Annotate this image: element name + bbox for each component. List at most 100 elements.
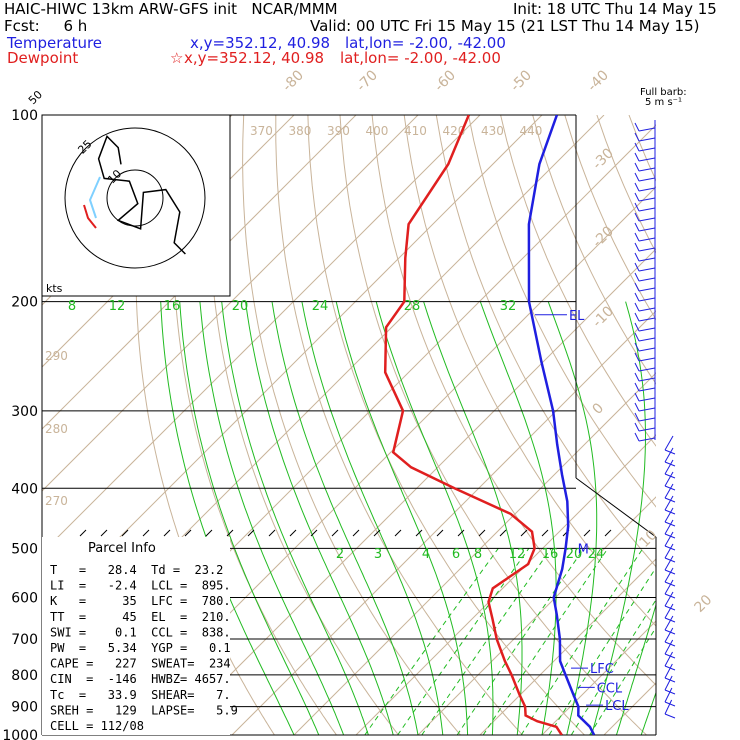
wind-barb-flag	[634, 142, 640, 152]
theta-label: 400	[366, 124, 389, 138]
wind-barb-flag	[634, 302, 640, 312]
wind-barb	[638, 437, 656, 442]
wind-barb-flag	[634, 122, 640, 132]
wind-barb	[664, 435, 674, 451]
isotherm-label: -70	[354, 67, 381, 94]
theta-label: 370	[250, 124, 273, 138]
wind-barb	[664, 579, 674, 595]
wind-barb-flag	[664, 593, 676, 599]
wind-barb-flag	[634, 212, 640, 222]
wind-barb	[638, 337, 656, 342]
pressure-label: 500	[11, 541, 38, 557]
parcel-info-row: CIN = -146 HWBZ= 4657.	[50, 672, 231, 686]
isotherm-label: -60	[432, 67, 459, 94]
pressure-label: 800	[11, 668, 38, 684]
hatch-mark	[499, 529, 507, 537]
dry-adiabat-line	[532, 115, 656, 385]
wind-barb-flag	[664, 461, 676, 467]
wind-barb-flag	[634, 312, 640, 322]
wind-barb	[638, 177, 656, 182]
wind-barb-flag	[664, 473, 676, 479]
wind-barb-flag	[634, 252, 640, 262]
pressure-label: 900	[11, 700, 38, 716]
wind-barb-flag	[634, 272, 640, 282]
wind-barb-flag	[664, 557, 676, 563]
isotherm-label: -40	[585, 67, 612, 94]
dry-adiabat-line	[468, 115, 656, 508]
hatch-mark	[142, 529, 150, 537]
temperature-xy: x,y=352.12, 40.98	[190, 34, 331, 52]
hatch-mark	[436, 529, 444, 537]
hatch-mark	[100, 529, 108, 537]
pressure-label: 600	[11, 590, 38, 606]
dewpoint-latlon: lat,lon= -2.00, -42.00	[340, 49, 501, 67]
wind-barb-flag	[634, 232, 640, 242]
wind-barb	[638, 417, 656, 422]
parcel-info-row: PW = 5.34 YGP = 0.1	[50, 641, 231, 655]
isotherm-line	[541, 620, 656, 735]
wind-barb-flag	[634, 372, 640, 382]
wind-barb	[638, 317, 656, 322]
hatch-mark	[415, 529, 423, 537]
wind-barb	[638, 147, 656, 152]
parcel-info-row: CAPE = 227 SWEAT= 234	[50, 657, 231, 671]
dry-adiabat-line	[661, 115, 740, 735]
dewpoint-star-icon: ☆	[170, 49, 184, 67]
wind-barb	[638, 387, 656, 392]
wind-barb	[638, 427, 656, 432]
mixing-ratio-label: 24	[588, 547, 605, 562]
wind-barb	[664, 471, 674, 487]
wind-barb	[638, 217, 656, 222]
wind-barb	[638, 127, 656, 132]
wind-barb-flag	[634, 152, 640, 162]
isotherm-label: -50	[508, 67, 535, 94]
hatch-mark	[541, 529, 549, 537]
isotherm-label: 20	[692, 592, 716, 616]
theta-side-label: 270	[45, 494, 68, 508]
wind-barb	[638, 137, 656, 142]
wind-barb	[664, 687, 673, 703]
isotherm-line	[666, 115, 740, 735]
dry-adiabat-line	[207, 115, 399, 735]
wind-barb-flag	[634, 172, 640, 182]
wind-barb-flag	[634, 322, 640, 332]
wind-barb	[638, 157, 656, 162]
wind-barb	[664, 483, 674, 499]
isotherm-line	[42, 115, 543, 616]
wind-barb	[664, 699, 673, 715]
parcel-info-row: T = 28.4 Td = 23.2	[50, 563, 223, 577]
hatch-mark	[310, 529, 318, 537]
hatch-mark	[205, 529, 213, 537]
wind-barb	[664, 519, 674, 535]
wind-barb-flag	[634, 292, 640, 302]
wind-barb	[638, 287, 656, 292]
parcel-info-row: K = 35 LFC = 780.	[50, 594, 231, 608]
level-label-lfc: LFC	[590, 662, 614, 677]
hatch-mark	[331, 529, 339, 537]
wind-barb	[638, 207, 656, 212]
wind-barb-flag	[664, 617, 676, 623]
parcel-info-row: TT = 45 EL = 210.	[50, 610, 231, 624]
hatch-mark	[226, 529, 234, 537]
wind-barb-flag	[664, 713, 676, 719]
wind-barb-flag	[664, 545, 676, 551]
wind-barb-flag	[664, 581, 676, 587]
wind-barb-flag	[634, 222, 640, 232]
wind-barb	[664, 591, 674, 607]
mixing-ratio-line	[548, 566, 656, 735]
moist-adiabat-label: 28	[404, 299, 421, 314]
level-label-m: M	[578, 542, 589, 557]
theta-side-label: 280	[45, 422, 68, 436]
moist-adiabat-label: 16	[164, 299, 181, 314]
dry-adiabat-line	[242, 115, 461, 735]
dry-adiabat-line	[693, 115, 740, 735]
wind-barb	[638, 367, 656, 372]
wind-barb	[664, 507, 674, 523]
mixing-ratio-line	[364, 548, 499, 735]
hatch-mark	[163, 529, 171, 537]
wind-barb	[664, 603, 674, 619]
theta-side-label: 290	[45, 349, 68, 363]
mixing-ratio-line	[570, 598, 656, 735]
pressure-label: 700	[11, 632, 38, 648]
moist-adiabat-label: 8	[68, 299, 76, 314]
